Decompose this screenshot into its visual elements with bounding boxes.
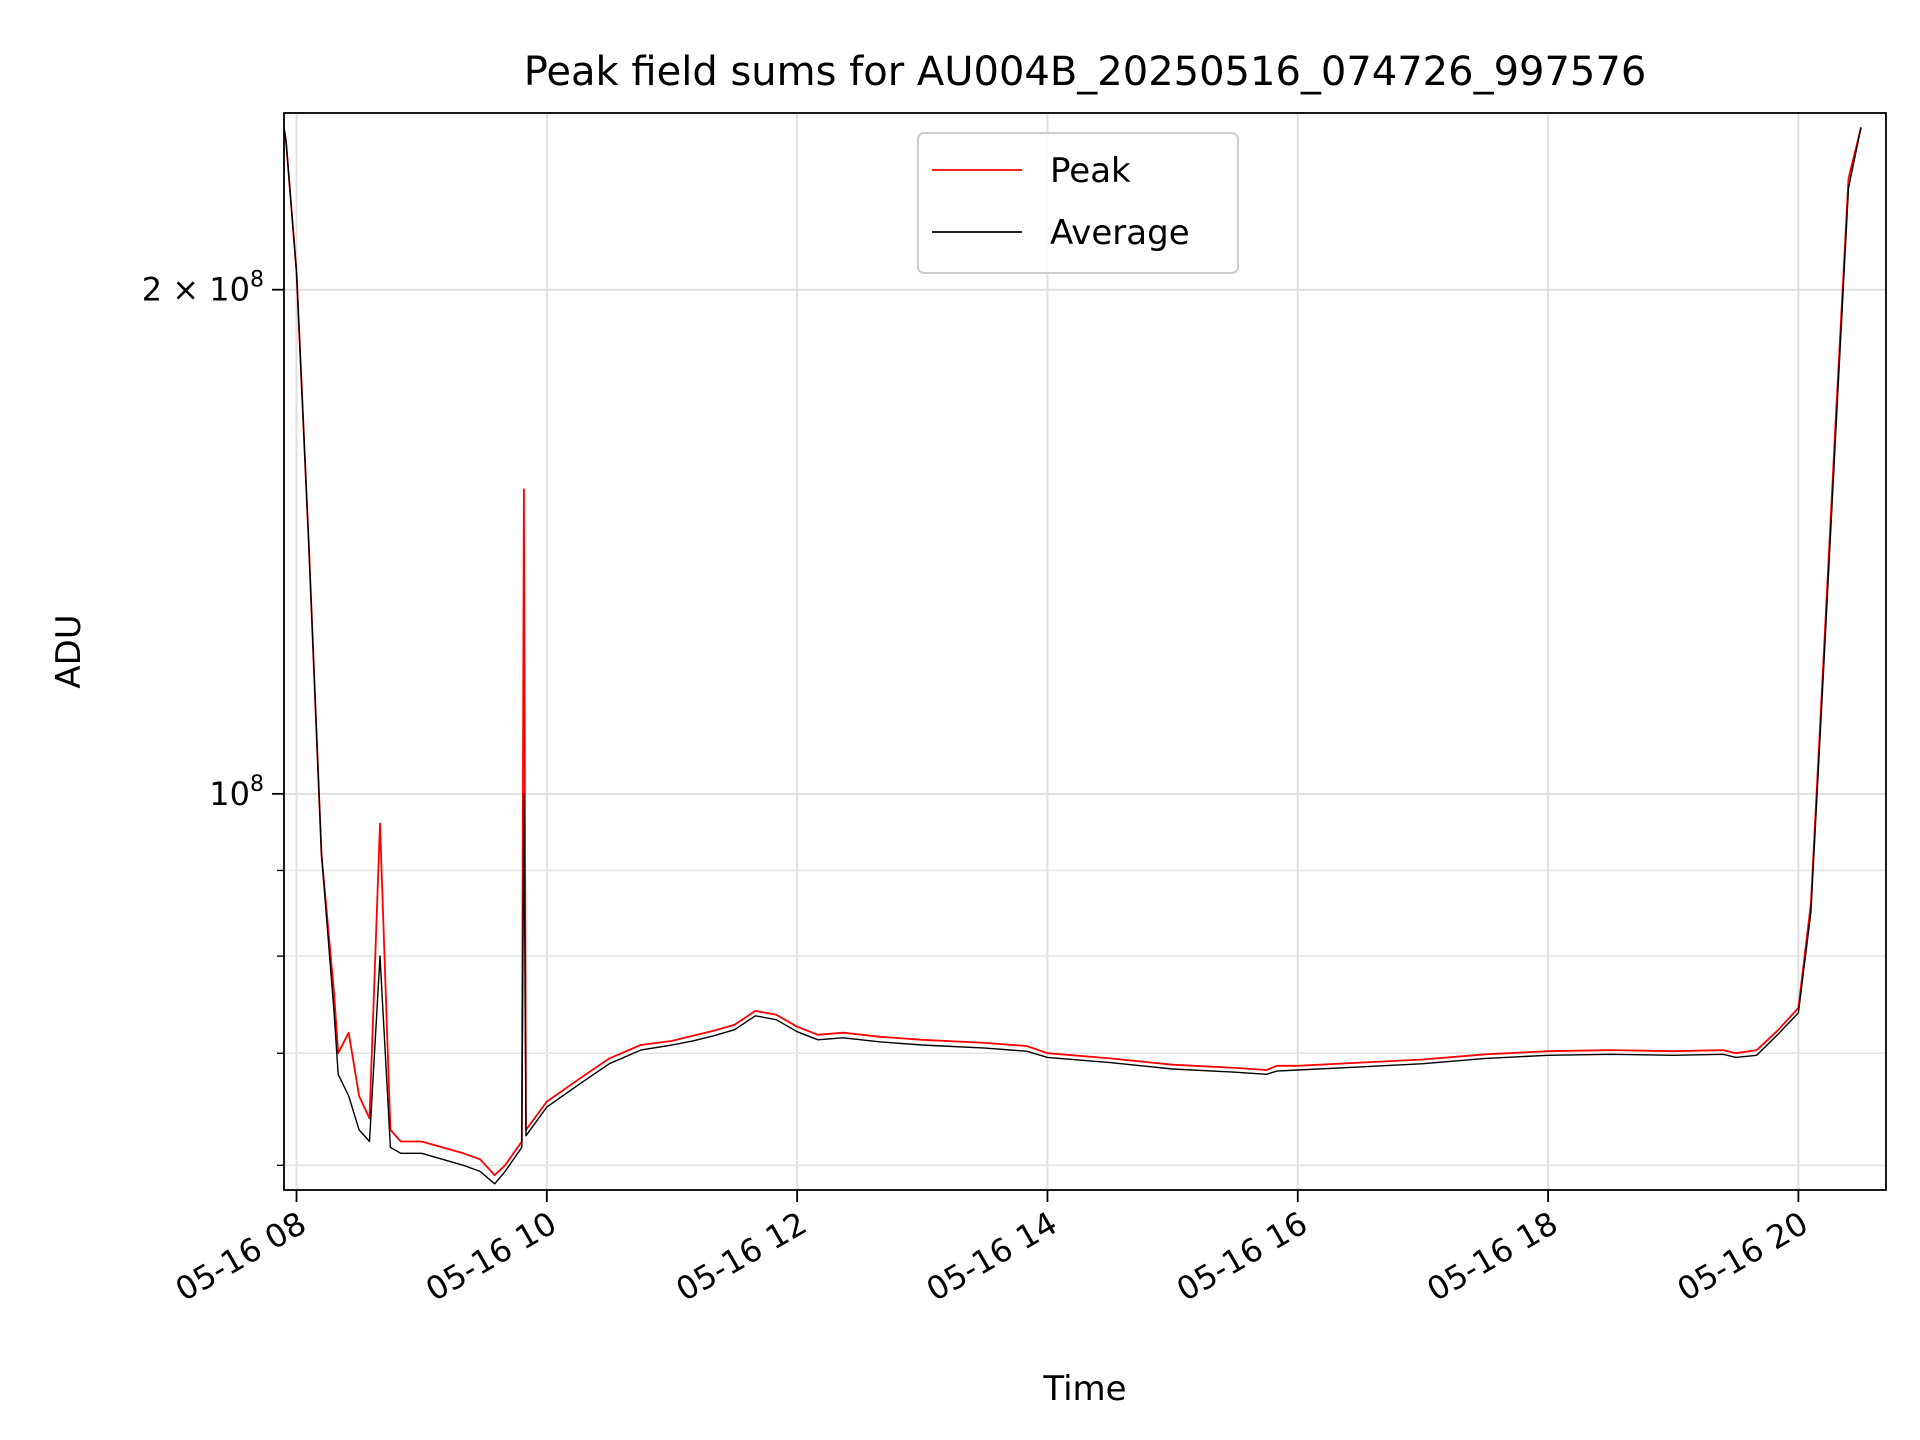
grid-lines bbox=[284, 113, 1886, 1190]
legend-label: Peak bbox=[1050, 151, 1131, 191]
legend-label: Average bbox=[1050, 213, 1190, 253]
series-line-average bbox=[283, 127, 1862, 1185]
legend-box bbox=[917, 132, 1239, 274]
chart-title: Peak field sums for AU004B_20250516_0747… bbox=[524, 49, 1647, 95]
y-axis: 108 2 × 108 bbox=[142, 268, 284, 1167]
y-tick-label: 108 bbox=[209, 772, 264, 813]
x-axis-label: Time bbox=[1042, 1369, 1126, 1409]
y-axis-label: ADU bbox=[49, 614, 89, 688]
plot-area bbox=[283, 127, 1862, 1185]
axes-frame bbox=[283, 112, 1887, 1191]
series-line-peak bbox=[283, 127, 1862, 1176]
y-tick-label: 2 × 108 bbox=[142, 268, 264, 309]
legend: Peak Average bbox=[917, 132, 1239, 274]
